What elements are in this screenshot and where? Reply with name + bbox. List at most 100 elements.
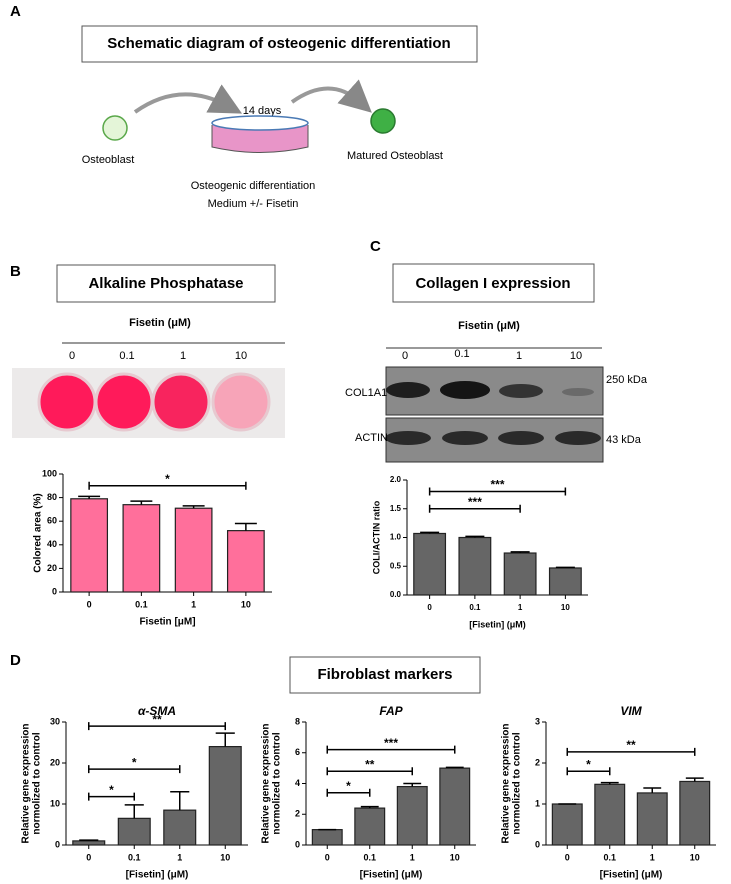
bar (439, 767, 471, 846)
dose-label: 1 (516, 350, 522, 362)
y-tick-label: 1.5 (390, 504, 402, 513)
bar (396, 785, 428, 846)
x-tick-label: 0.1 (363, 852, 376, 862)
significance-label: ** (152, 712, 162, 726)
y-tick-label: 100 (42, 468, 57, 478)
dish (211, 125, 309, 153)
dose-label: 1 (180, 350, 186, 362)
error-bar (360, 805, 379, 809)
error-bar (445, 766, 464, 769)
dose-label: 10 (235, 350, 247, 362)
x-tick-label: 1 (650, 852, 655, 862)
y-tick-label: 30 (50, 716, 60, 726)
y-axis-label: Relative gene expression (21, 723, 32, 843)
x-tick-label: 0 (565, 852, 570, 862)
panel-label: A (10, 3, 21, 20)
x-tick-label: 0 (86, 852, 91, 862)
y-tick-label: 2.0 (390, 475, 402, 484)
bar (354, 807, 386, 846)
y-tick-label: 0 (55, 839, 60, 849)
y-tick-label: 0.0 (390, 590, 402, 599)
bar (117, 817, 151, 846)
dish-rim (211, 115, 309, 131)
y-axis-label: normolized to control (32, 732, 43, 834)
panel-title: Fibroblast markers (317, 666, 452, 683)
arrow (290, 79, 372, 113)
bar (311, 829, 343, 846)
bar (226, 530, 265, 593)
bar (458, 536, 492, 596)
significance-label: * (586, 757, 591, 771)
significance-bracket (88, 481, 247, 490)
error-bar (420, 531, 440, 534)
x-tick-label: 0 (87, 599, 92, 609)
bar (548, 567, 582, 596)
band (442, 431, 488, 445)
medium-label: Medium +/- Fisetin (208, 198, 299, 210)
y-tick-label: 1.0 (390, 533, 402, 542)
significance-bracket (326, 767, 413, 776)
x-tick-label: 0 (325, 852, 330, 862)
y-axis-label: normolized to control (512, 732, 523, 834)
panel-label: D (10, 652, 21, 669)
error-bar (510, 551, 530, 554)
well (37, 372, 97, 432)
error-bar (182, 505, 205, 509)
significance-bracket (88, 792, 135, 801)
x-tick-label: 0.1 (469, 603, 481, 612)
panel-label: B (10, 263, 21, 280)
significance-bracket (566, 767, 611, 776)
error-bar (78, 495, 101, 499)
x-tick-label: 1 (410, 852, 415, 862)
error-bar (600, 781, 619, 785)
title-box (81, 25, 478, 63)
end-label: Matured Osteoblast (347, 150, 443, 162)
significance-label: ** (365, 757, 375, 771)
y-axis-label: normolized to control (272, 732, 283, 834)
significance-label: * (109, 783, 114, 797)
chart-title: VIM (620, 704, 642, 718)
bar (503, 552, 537, 596)
y-tick-label: 2 (535, 757, 540, 767)
x-tick-label: 10 (450, 852, 460, 862)
well (94, 372, 154, 432)
band (555, 431, 601, 445)
significance-label: * (346, 779, 351, 793)
dose-label: 0 (402, 350, 408, 362)
band (386, 382, 430, 398)
osteoblast-cell (102, 115, 128, 141)
significance-bracket (326, 745, 456, 754)
significance-label: * (132, 755, 137, 769)
chart-title: α-SMA (138, 704, 176, 718)
y-tick-label: 4 (295, 778, 300, 788)
significance-bracket (88, 765, 181, 774)
start-label: Osteoblast (82, 154, 135, 166)
error-bar (643, 787, 662, 793)
band (385, 431, 431, 445)
x-tick-label: 10 (241, 599, 251, 609)
y-axis-label: Relative gene expression (501, 723, 512, 843)
y-tick-label: 3 (535, 716, 540, 726)
bar (163, 809, 197, 846)
y-tick-label: 1 (535, 798, 540, 808)
bar (70, 498, 109, 593)
y-tick-label: 20 (50, 757, 60, 767)
bar (174, 507, 213, 593)
x-axis-label: Fisetin [μM] (139, 617, 195, 628)
dose-label: 0.1 (119, 350, 134, 362)
y-tick-label: 2 (295, 809, 300, 819)
treatment-label: Fisetin (μM) (458, 320, 520, 332)
significance-bracket (88, 722, 226, 731)
panel-title: Collagen I expression (415, 275, 570, 292)
chart-title: FAP (379, 704, 403, 718)
bar (679, 780, 711, 846)
x-axis-label: [Fisetin] (μM) (600, 870, 663, 881)
error-bar (403, 782, 422, 787)
bar (594, 783, 626, 846)
blot-label: ACTIN (355, 432, 388, 444)
title-box (56, 264, 276, 303)
significance-label: * (165, 472, 170, 486)
blot-label: COL1A1 (345, 387, 387, 399)
bar (636, 792, 668, 846)
